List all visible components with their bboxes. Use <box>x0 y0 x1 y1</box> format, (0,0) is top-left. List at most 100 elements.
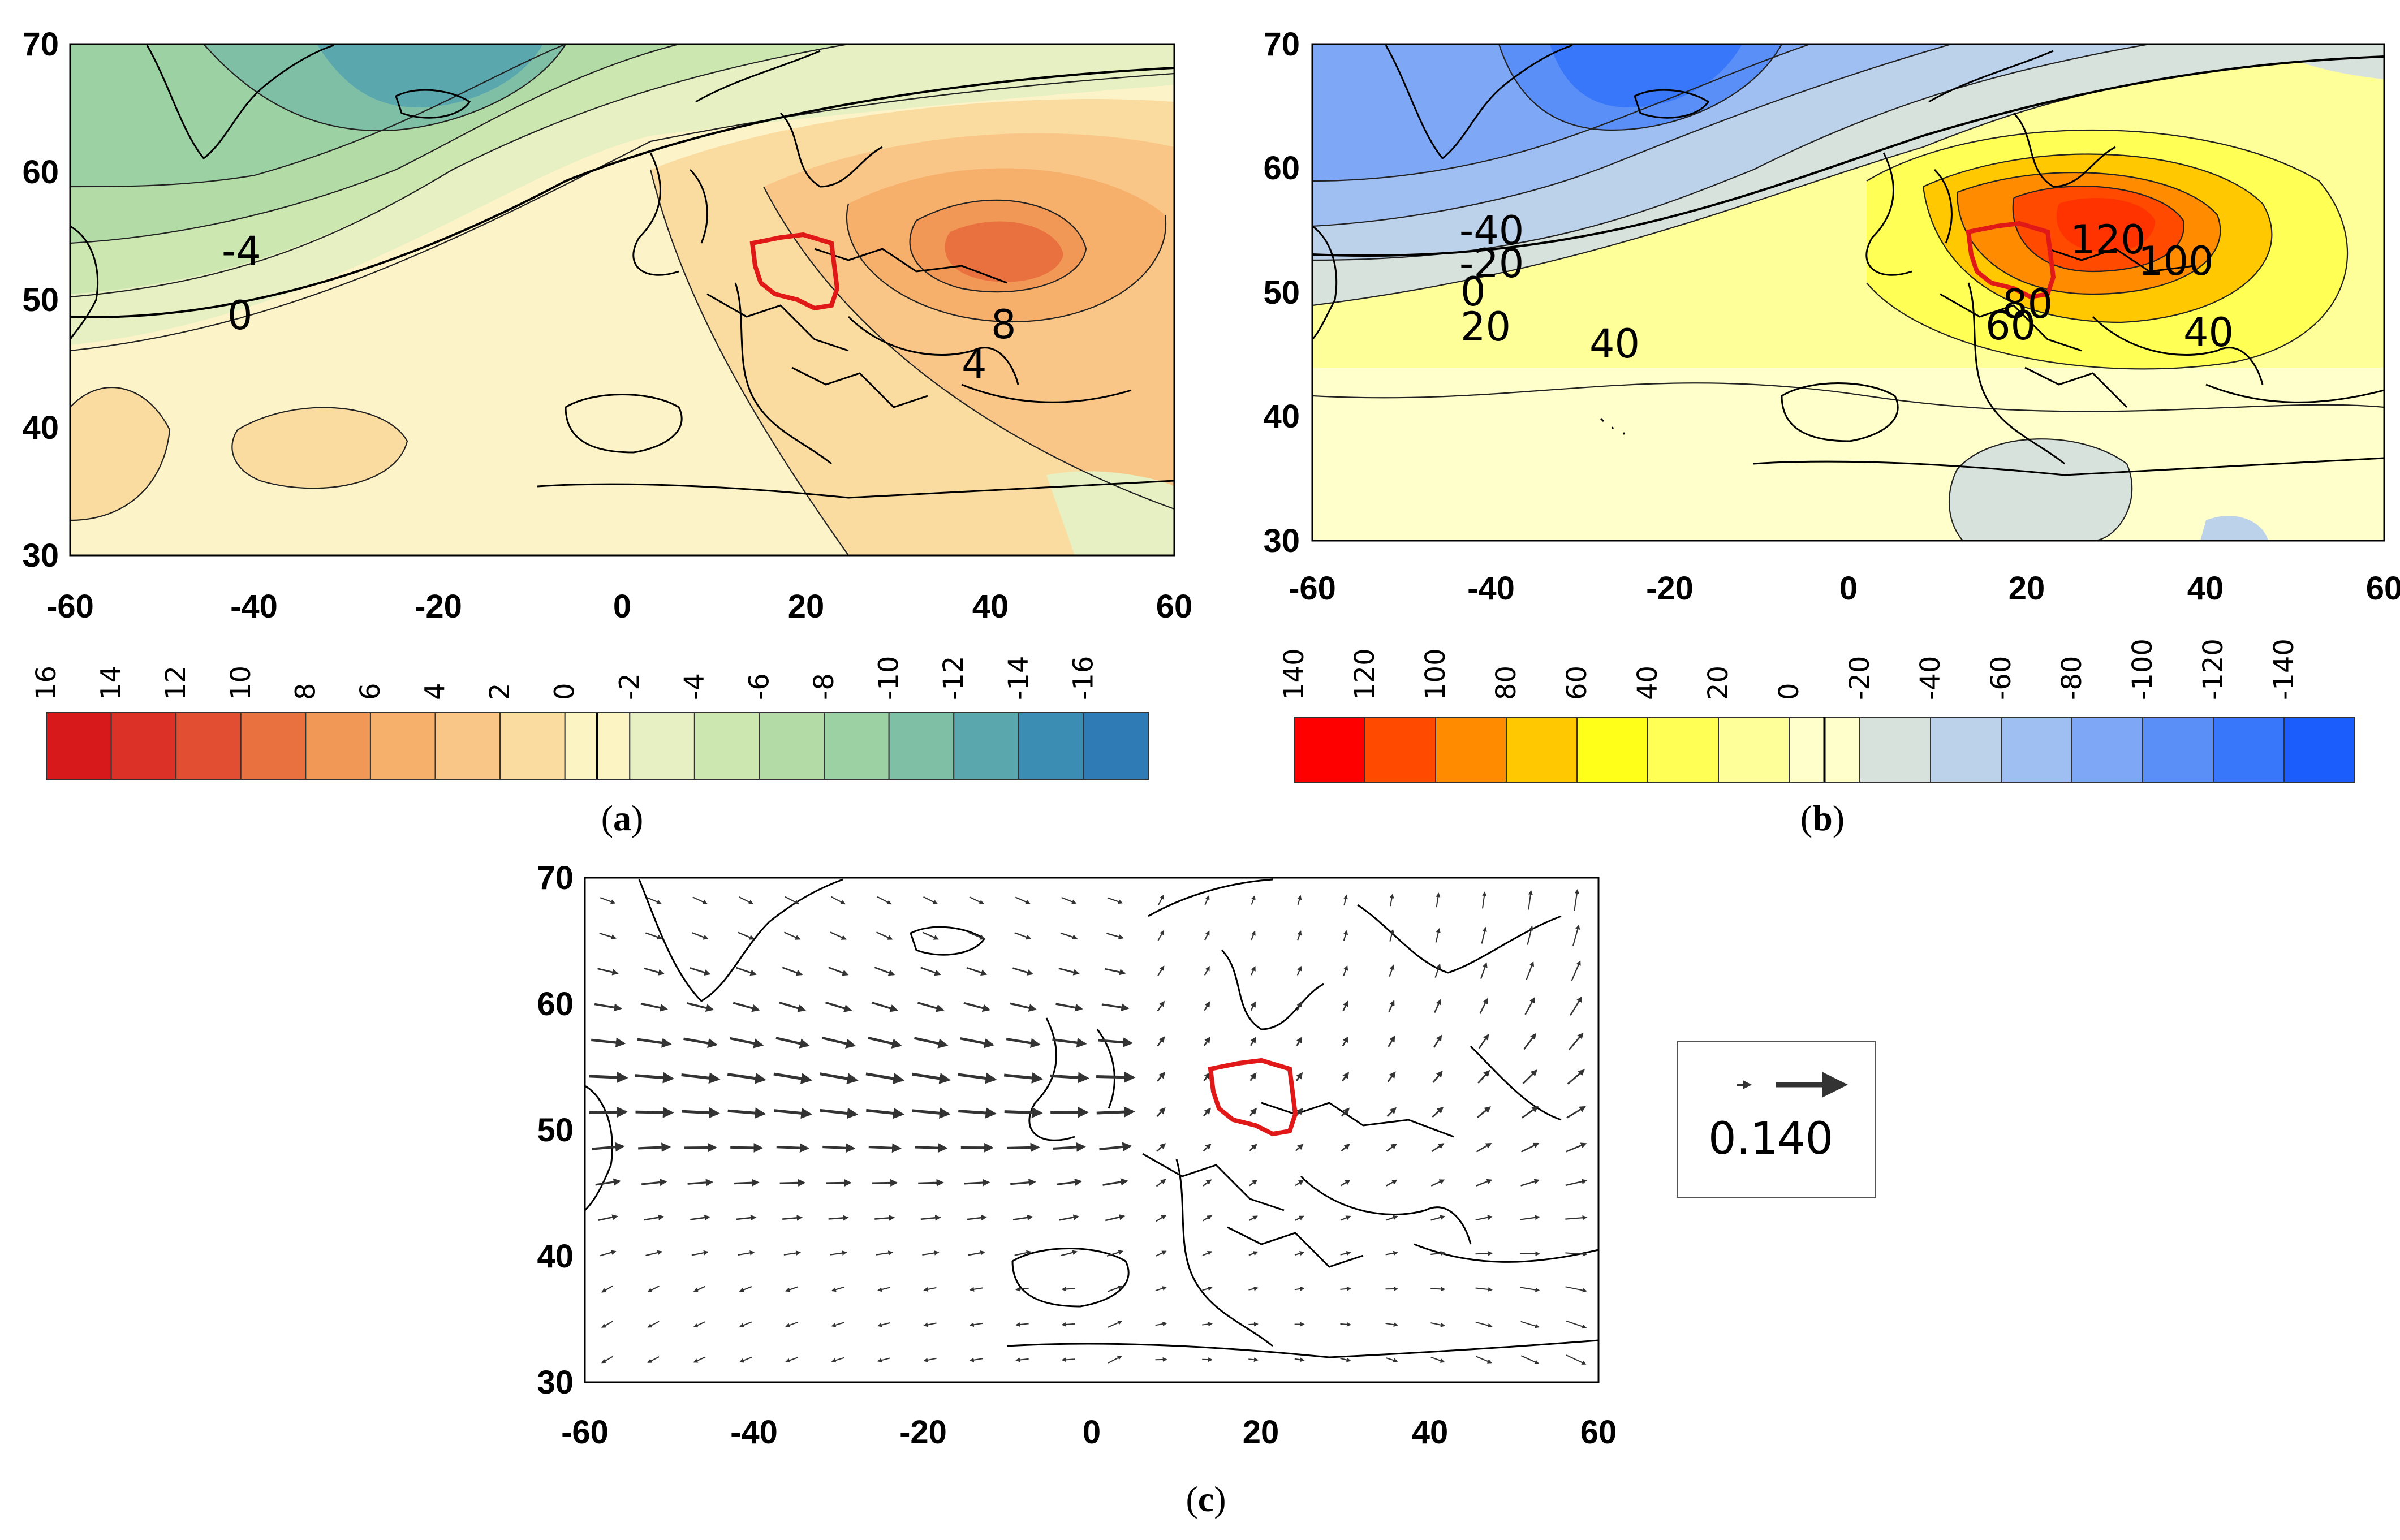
x-tick-label: 20 <box>1243 1414 1279 1451</box>
wind-vector <box>733 1002 760 1012</box>
wind-vector <box>1475 1215 1493 1221</box>
wind-vector <box>645 932 663 940</box>
wind-vector <box>782 1215 803 1221</box>
colorbar-swatch <box>693 712 760 780</box>
colorbar-swatch <box>629 712 695 780</box>
colorbar-swatch <box>1647 717 1719 783</box>
wind-vector <box>1430 1179 1445 1187</box>
wind-vector <box>1106 933 1124 939</box>
wind-vector <box>595 1178 621 1186</box>
wind-vector <box>1571 960 1581 981</box>
y-tick-label: 60 <box>22 154 59 191</box>
wind-vector <box>1015 896 1031 904</box>
colorbar-label: 40 <box>1632 666 1664 700</box>
wind-vector <box>1157 894 1164 906</box>
colorbar-swatch <box>110 712 177 780</box>
colorbar-swatch <box>1718 717 1790 783</box>
wind-vector <box>782 967 803 976</box>
wind-vector <box>1156 1071 1166 1082</box>
wind-vector <box>1476 1142 1492 1153</box>
wind-vector <box>739 1286 752 1292</box>
wind-vector <box>1107 897 1123 904</box>
wind-vector <box>868 1143 902 1153</box>
wind-vector <box>1340 1357 1351 1362</box>
colorbar-swatch <box>953 712 1019 780</box>
x-tick-label: -60 <box>1289 570 1336 607</box>
wind-vector <box>1155 1322 1167 1326</box>
colorbar-label: -4 <box>679 673 710 700</box>
wind-vector <box>1294 1286 1305 1291</box>
x-tick-label: -40 <box>730 1414 778 1451</box>
panel-a-colorbar: 16 14 12 10 8 6 4 2 0 -2 -4 -6 -8 -10 -12 -14 -16 <box>31 656 1149 780</box>
x-tick-label: -60 <box>46 588 94 625</box>
panel-b-caption: (b) <box>1800 798 1845 838</box>
y-tick-label: 60 <box>537 986 574 1023</box>
wind-vector <box>914 1037 949 1049</box>
wind-vector <box>687 1002 714 1012</box>
x-tick-label: -40 <box>1467 570 1515 607</box>
wind-vector <box>1476 1106 1491 1119</box>
wind-vector <box>779 1002 806 1012</box>
wind-vector <box>1430 1250 1446 1256</box>
wind-vector <box>1157 1036 1165 1047</box>
wind-vector <box>1432 1071 1443 1083</box>
wind-vector <box>693 1286 706 1292</box>
panel-b-field <box>1312 44 2384 541</box>
wind-vector <box>785 1286 798 1292</box>
wind-vector <box>1204 930 1210 941</box>
wind-vector <box>635 1072 675 1084</box>
colorbar-label: -2 <box>614 673 645 700</box>
wind-vector <box>1385 1250 1398 1256</box>
panel-a: -4 0 8 4 -60 -40 -20 0 20 40 60 70 60 50… <box>22 26 1192 838</box>
wind-vector <box>1053 1142 1086 1152</box>
wind-vector <box>1107 1285 1123 1292</box>
wind-vector <box>1566 1354 1587 1365</box>
wind-vector <box>865 1072 905 1084</box>
wind-vector <box>922 931 940 940</box>
y-tick-label: 70 <box>537 860 574 896</box>
colorbar-swatch <box>759 712 825 780</box>
colorbar-label: -10 <box>873 656 905 700</box>
wind-vector <box>601 1356 614 1364</box>
wind-vector <box>736 1215 757 1221</box>
wind-vector <box>969 1322 983 1327</box>
wind-vector <box>1522 1069 1538 1085</box>
wind-vector <box>1574 888 1579 911</box>
wind-vector <box>773 1072 813 1084</box>
wind-vector <box>776 1143 809 1153</box>
wind-vector <box>960 1037 995 1049</box>
wind-vector <box>599 933 617 940</box>
colorbar-swatch <box>1576 717 1648 783</box>
wind-vector <box>1055 1003 1083 1012</box>
wind-vector <box>681 1072 721 1084</box>
wind-vector <box>1480 962 1488 979</box>
wind-vector <box>821 1036 856 1049</box>
wind-vector <box>727 1072 766 1084</box>
panel-a-contour-label: 0 <box>227 292 253 339</box>
wind-vector <box>1203 1143 1212 1152</box>
wind-vector <box>1248 1251 1259 1256</box>
wind-vector <box>915 1143 948 1153</box>
wind-vector <box>785 1321 798 1327</box>
wind-vector <box>1297 895 1302 905</box>
colorbar-swatch <box>2071 717 2143 783</box>
y-tick-label: 50 <box>22 282 59 318</box>
y-tick-label: 40 <box>1263 398 1300 435</box>
wind-vector <box>819 1072 859 1085</box>
wind-vector <box>1155 1286 1167 1292</box>
wind-vector <box>1296 965 1302 976</box>
wind-vector <box>1565 1320 1587 1329</box>
wind-vector <box>1565 1179 1588 1187</box>
wind-vector <box>1250 1001 1256 1011</box>
wind-vector <box>1295 1215 1304 1221</box>
wind-vector <box>1340 1286 1351 1291</box>
reference-value-small: 0.1 <box>1708 1114 1778 1164</box>
wind-vector <box>830 1250 847 1256</box>
wind-vector <box>1060 932 1078 940</box>
wind-vector <box>647 1286 660 1293</box>
wind-vector <box>1520 1251 1540 1256</box>
wind-vector <box>923 896 938 905</box>
wind-vector <box>687 1179 714 1187</box>
wind-vector <box>785 1357 798 1363</box>
wind-vector <box>1106 1250 1124 1257</box>
